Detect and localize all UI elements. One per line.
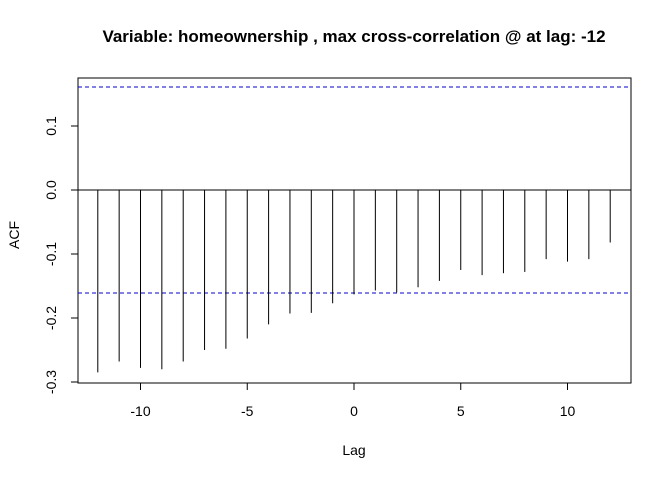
plot-area: -10 -5 0 5 10 -0.3 -0.2 -0.1 0.0 0.1	[43, 77, 632, 419]
chart-title: Variable: homeownership , max cross-corr…	[102, 27, 605, 46]
y-tick-label: -0.2	[43, 306, 59, 330]
x-tick-label: 10	[560, 403, 576, 419]
y-tick-label: -0.1	[43, 242, 59, 266]
y-tick-label: 0.1	[43, 116, 59, 136]
y-axis-label: ACF	[6, 221, 22, 249]
x-tick-label: -5	[241, 403, 254, 419]
y-tick-label: 0.0	[43, 180, 59, 200]
x-tick-label: 5	[457, 403, 465, 419]
x-axis-label: Lag	[342, 442, 365, 458]
y-tick-label: -0.3	[43, 370, 59, 394]
x-tick-label: -10	[130, 403, 150, 419]
x-tick-label: 0	[350, 403, 358, 419]
